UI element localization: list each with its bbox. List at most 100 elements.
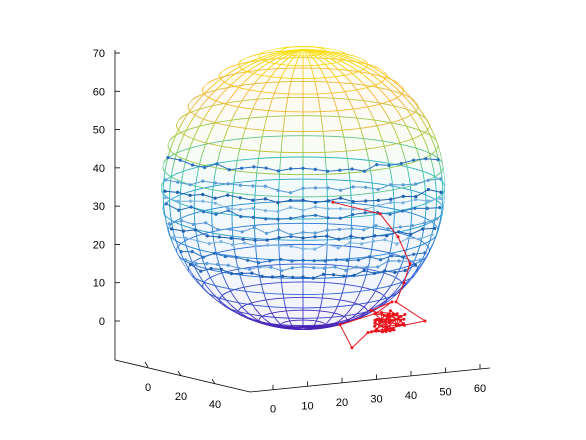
z-tick-label: 50 — [93, 125, 105, 137]
sphere-longitude-segment — [211, 279, 216, 286]
blue-trajectory-point — [403, 268, 407, 273]
sphere-longitude-segment — [265, 66, 271, 72]
blue-trajectory-point — [406, 236, 411, 240]
sphere-longitude-segment — [282, 124, 285, 132]
blue-trajectory-point — [191, 222, 196, 226]
sphere-longitude-segment — [252, 79, 258, 85]
sphere-longitude-segment — [366, 87, 372, 94]
blue-trajectory-point — [338, 216, 342, 220]
blue-trajectory-point — [251, 184, 255, 188]
sphere-longitude-segment — [187, 251, 192, 259]
sphere-longitude-segment — [323, 283, 325, 290]
sphere-longitude-segment — [344, 319, 349, 323]
blue-trajectory-point — [289, 244, 293, 248]
blue-trajectory-point — [190, 250, 194, 254]
blue-trajectory-point — [189, 205, 193, 209]
blue-trajectory-point — [277, 236, 281, 240]
sphere-longitude-segment — [375, 299, 381, 305]
sphere-longitude-segment — [247, 115, 251, 122]
red-trajectory-point — [384, 330, 388, 334]
sphere-longitude-segment — [234, 298, 239, 304]
sphere-longitude-segment — [328, 67, 333, 73]
sphere-longitude-segment — [273, 51, 282, 55]
sphere-longitude-segment — [295, 52, 299, 57]
sphere-longitude-segment — [326, 82, 330, 88]
sphere-longitude-segment — [280, 278, 283, 284]
sphere-longitude-segment — [439, 164, 442, 172]
sphere-longitude-segment — [381, 139, 385, 147]
sphere-longitude-segment — [405, 125, 410, 133]
sphere-longitude-segment — [348, 172, 351, 181]
sphere-longitude-segment — [326, 59, 332, 64]
sphere-longitude-segment — [333, 310, 336, 315]
blue-trajectory-point — [251, 206, 255, 210]
sphere-longitude-segment — [277, 53, 284, 57]
sphere-longitude-segment — [376, 283, 380, 289]
blue-trajectory-point — [361, 236, 365, 240]
sphere-longitude-segment — [406, 108, 412, 116]
sphere-longitude-segment — [237, 148, 241, 157]
sphere-longitude-segment — [274, 316, 277, 321]
sphere-longitude-segment — [223, 132, 227, 140]
red-trajectory-point — [384, 325, 388, 329]
sphere-longitude-segment — [320, 68, 324, 74]
blue-trajectory-point — [362, 169, 366, 173]
sphere-longitude-segment — [429, 124, 434, 132]
sphere-longitude-segment — [226, 306, 234, 312]
sphere-longitude-segment — [194, 222, 197, 230]
sphere-longitude-segment — [271, 55, 278, 59]
z-tick-label: 70 — [93, 48, 105, 60]
sphere-longitude-segment — [208, 274, 213, 281]
sphere-longitude-segment — [337, 56, 345, 60]
blue-trajectory-point — [238, 183, 242, 187]
sphere-longitude-segment — [203, 112, 208, 120]
sphere-longitude-segment — [228, 119, 233, 126]
sphere-longitude-segment — [290, 78, 293, 84]
sphere-longitude-segment — [435, 150, 439, 158]
sphere-longitude-segment — [433, 220, 436, 228]
sphere-longitude-segment — [392, 189, 395, 198]
blue-trajectory-point — [268, 259, 272, 263]
sphere-longitude-segment — [187, 266, 192, 273]
sphere-longitude-segment — [398, 112, 403, 120]
sphere-longitude-segment — [419, 261, 425, 269]
y-tick-mark — [211, 378, 216, 385]
sphere-longitude-segment — [214, 78, 222, 85]
blue-trajectory-point — [332, 273, 336, 277]
blue-trajectory-point — [264, 217, 268, 221]
sphere-longitude-segment — [317, 93, 319, 100]
sphere-longitude-segment — [260, 86, 265, 92]
sphere-longitude-segment — [340, 60, 348, 65]
sphere-longitude-segment — [214, 246, 217, 254]
blue-trajectory-point — [385, 234, 389, 238]
blue-trajectory-point — [226, 182, 230, 186]
sphere-longitude-segment — [261, 287, 265, 294]
sphere-longitude-segment — [338, 81, 343, 87]
sphere-longitude-segment — [417, 106, 423, 113]
sphere-longitude-segment — [214, 116, 219, 123]
sphere-longitude-segment — [357, 65, 364, 70]
blue-trajectory-point — [375, 163, 379, 167]
sphere-longitude-segment — [421, 257, 427, 264]
sphere-longitude-segment — [371, 92, 377, 99]
sphere-longitude-segment — [220, 74, 228, 80]
blue-trajectory-point — [324, 242, 328, 246]
sphere-longitude-segment — [338, 318, 342, 322]
sphere-longitude-segment — [331, 323, 336, 326]
sphere-longitude-segment — [272, 313, 275, 318]
sphere-longitude-segment — [236, 68, 243, 74]
sphere-longitude-segment — [267, 321, 272, 325]
sphere-longitude-segment — [324, 51, 333, 55]
blue-trajectory-point — [325, 234, 329, 238]
blue-trajectory-point — [203, 165, 207, 170]
sphere-longitude-segment — [393, 274, 398, 281]
sphere-longitude-segment — [169, 184, 171, 192]
sphere-longitude-segment — [289, 83, 292, 89]
sphere-longitude-segment — [371, 178, 373, 186]
sphere-longitude-segment — [312, 58, 316, 62]
x-tick-label: 60 — [474, 383, 486, 395]
blue-trajectory-point — [399, 161, 403, 166]
sphere-longitude-segment — [319, 53, 326, 58]
sphere-longitude-segment — [417, 245, 421, 253]
blue-trajectory-point — [241, 237, 245, 241]
